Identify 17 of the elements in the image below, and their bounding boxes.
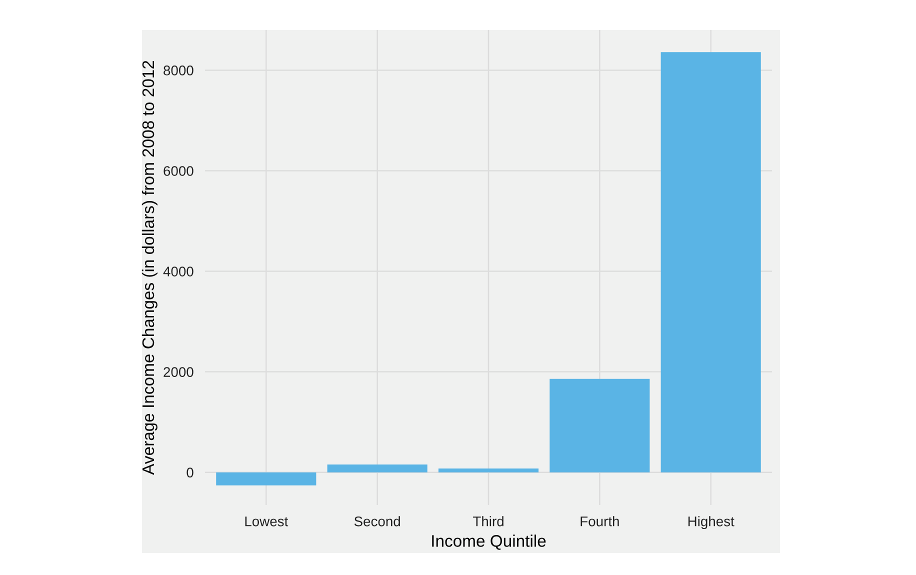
y-tick-label: 6000 bbox=[164, 166, 194, 176]
bar bbox=[550, 378, 650, 472]
bar bbox=[216, 472, 316, 486]
x-axis-title: Income Quintile bbox=[432, 534, 546, 550]
x-tick-label: Lowest bbox=[245, 516, 288, 526]
x-tick-label: Highest bbox=[688, 516, 734, 530]
bar bbox=[438, 468, 539, 472]
bar bbox=[660, 52, 761, 472]
bar bbox=[327, 464, 428, 472]
y-tick-label: 8000 bbox=[164, 66, 194, 76]
y-tick-label: 4000 bbox=[163, 266, 194, 276]
x-tick-label: Second bbox=[354, 516, 400, 526]
y-tick-label: 2000 bbox=[164, 367, 194, 377]
y-tick-label: 0 bbox=[186, 468, 194, 478]
x-tick-label: Fourth bbox=[580, 516, 619, 526]
x-tick-label: Third bbox=[472, 516, 504, 526]
y-axis-title: Average Income Changes (in dollars) from 2008 to 2012 bbox=[142, 60, 158, 475]
